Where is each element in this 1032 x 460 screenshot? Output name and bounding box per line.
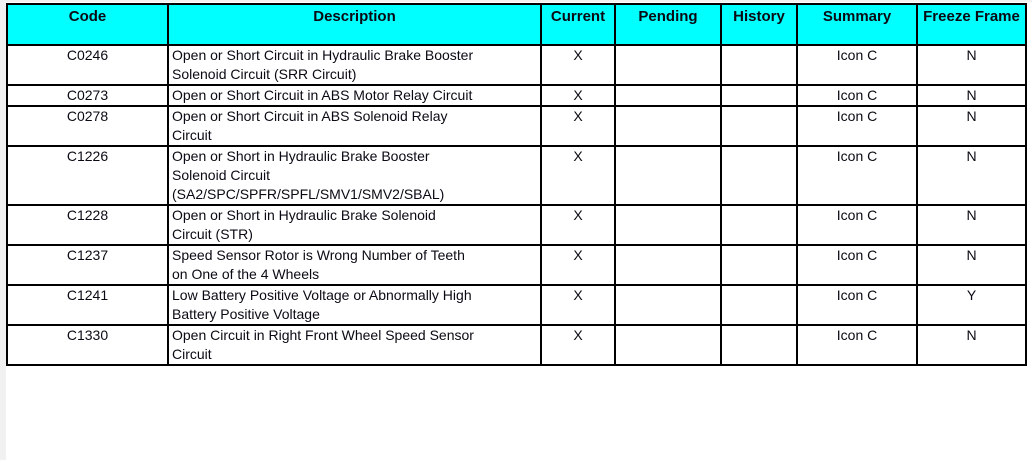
cell-history [720, 244, 798, 286]
cell-pending [614, 284, 722, 326]
cell-description: Open or Short Circuit in ABS Motor Relay… [167, 84, 542, 107]
cell-pending [614, 84, 722, 107]
page-edge-top [0, 0, 1032, 2]
cell-code: C1330 [6, 324, 169, 366]
cell-current: X [540, 244, 616, 286]
cell-history [720, 284, 798, 326]
cell-current: X [540, 44, 616, 86]
cell-history [720, 105, 798, 147]
cell-current: X [540, 105, 616, 147]
column-header-summary: Summary [796, 3, 918, 46]
table-row-c1228: C1228 Open or Short in Hydraulic Brake S… [6, 204, 1027, 246]
cell-code: C1226 [6, 145, 169, 206]
table-row-c1241: C1241 Low Battery Positive Voltage or Ab… [6, 284, 1027, 326]
cell-freeze-frame: N [916, 105, 1027, 147]
cell-description: Speed Sensor Rotor is Wrong Number of Te… [167, 244, 542, 286]
cell-pending [614, 145, 722, 206]
cell-description: Open or Short in Hydraulic Brake Solenoi… [167, 204, 542, 246]
table-row-c1226: C1226 Open or Short in Hydraulic Brake B… [6, 145, 1027, 206]
cell-code: C1237 [6, 244, 169, 286]
cell-pending [614, 204, 722, 246]
cell-freeze-frame: N [916, 44, 1027, 86]
cell-description: Low Battery Positive Voltage or Abnormal… [167, 284, 542, 326]
cell-code: C1228 [6, 204, 169, 246]
cell-freeze-frame: N [916, 204, 1027, 246]
column-header-history: History [720, 3, 798, 46]
column-header-current: Current [540, 3, 616, 46]
cell-pending [614, 244, 722, 286]
cell-current: X [540, 84, 616, 107]
cell-description: Open or Short Circuit in Hydraulic Brake… [167, 44, 542, 86]
column-header-code: Code [6, 3, 169, 46]
cell-current: X [540, 324, 616, 366]
page-edge-left [0, 0, 6, 460]
cell-summary: Icon C [796, 204, 918, 246]
table-row-c0273: C0273 Open or Short Circuit in ABS Motor… [6, 84, 1027, 107]
dtc-table: Code Description Current Pending History… [6, 3, 1027, 366]
cell-freeze-frame: Y [916, 284, 1027, 326]
cell-summary: Icon C [796, 44, 918, 86]
cell-current: X [540, 145, 616, 206]
cell-summary: Icon C [796, 244, 918, 286]
cell-code: C0273 [6, 84, 169, 107]
cell-summary: Icon C [796, 105, 918, 147]
cell-current: X [540, 204, 616, 246]
cell-summary: Icon C [796, 84, 918, 107]
header-row: Code Description Current Pending History… [6, 3, 1027, 46]
cell-freeze-frame: N [916, 244, 1027, 286]
cell-freeze-frame: N [916, 324, 1027, 366]
cell-history [720, 324, 798, 366]
cell-code: C1241 [6, 284, 169, 326]
cell-current: X [540, 284, 616, 326]
cell-history [720, 145, 798, 206]
table-row-c1237: C1237 Speed Sensor Rotor is Wrong Number… [6, 244, 1027, 286]
cell-code: C0246 [6, 44, 169, 86]
cell-summary: Icon C [796, 145, 918, 206]
cell-history [720, 44, 798, 86]
table-row-c0278: C0278 Open or Short Circuit in ABS Solen… [6, 105, 1027, 147]
column-header-pending: Pending [614, 3, 722, 46]
cell-freeze-frame: N [916, 84, 1027, 107]
cell-code: C0278 [6, 105, 169, 147]
cell-history [720, 204, 798, 246]
column-header-freeze-frame: Freeze Frame [916, 3, 1027, 46]
cell-history [720, 84, 798, 107]
cell-summary: Icon C [796, 324, 918, 366]
cell-freeze-frame: N [916, 145, 1027, 206]
cell-pending [614, 44, 722, 86]
table-row-c0246: C0246 Open or Short Circuit in Hydraulic… [6, 44, 1027, 86]
column-header-description: Description [167, 3, 542, 46]
table-row-c1330: C1330 Open Circuit in Right Front Wheel … [6, 324, 1027, 366]
cell-description: Open Circuit in Right Front Wheel Speed … [167, 324, 542, 366]
cell-description: Open or Short in Hydraulic Brake Booster… [167, 145, 542, 206]
cell-pending [614, 324, 722, 366]
cell-summary: Icon C [796, 284, 918, 326]
cell-description: Open or Short Circuit in ABS Solenoid Re… [167, 105, 542, 147]
cell-pending [614, 105, 722, 147]
